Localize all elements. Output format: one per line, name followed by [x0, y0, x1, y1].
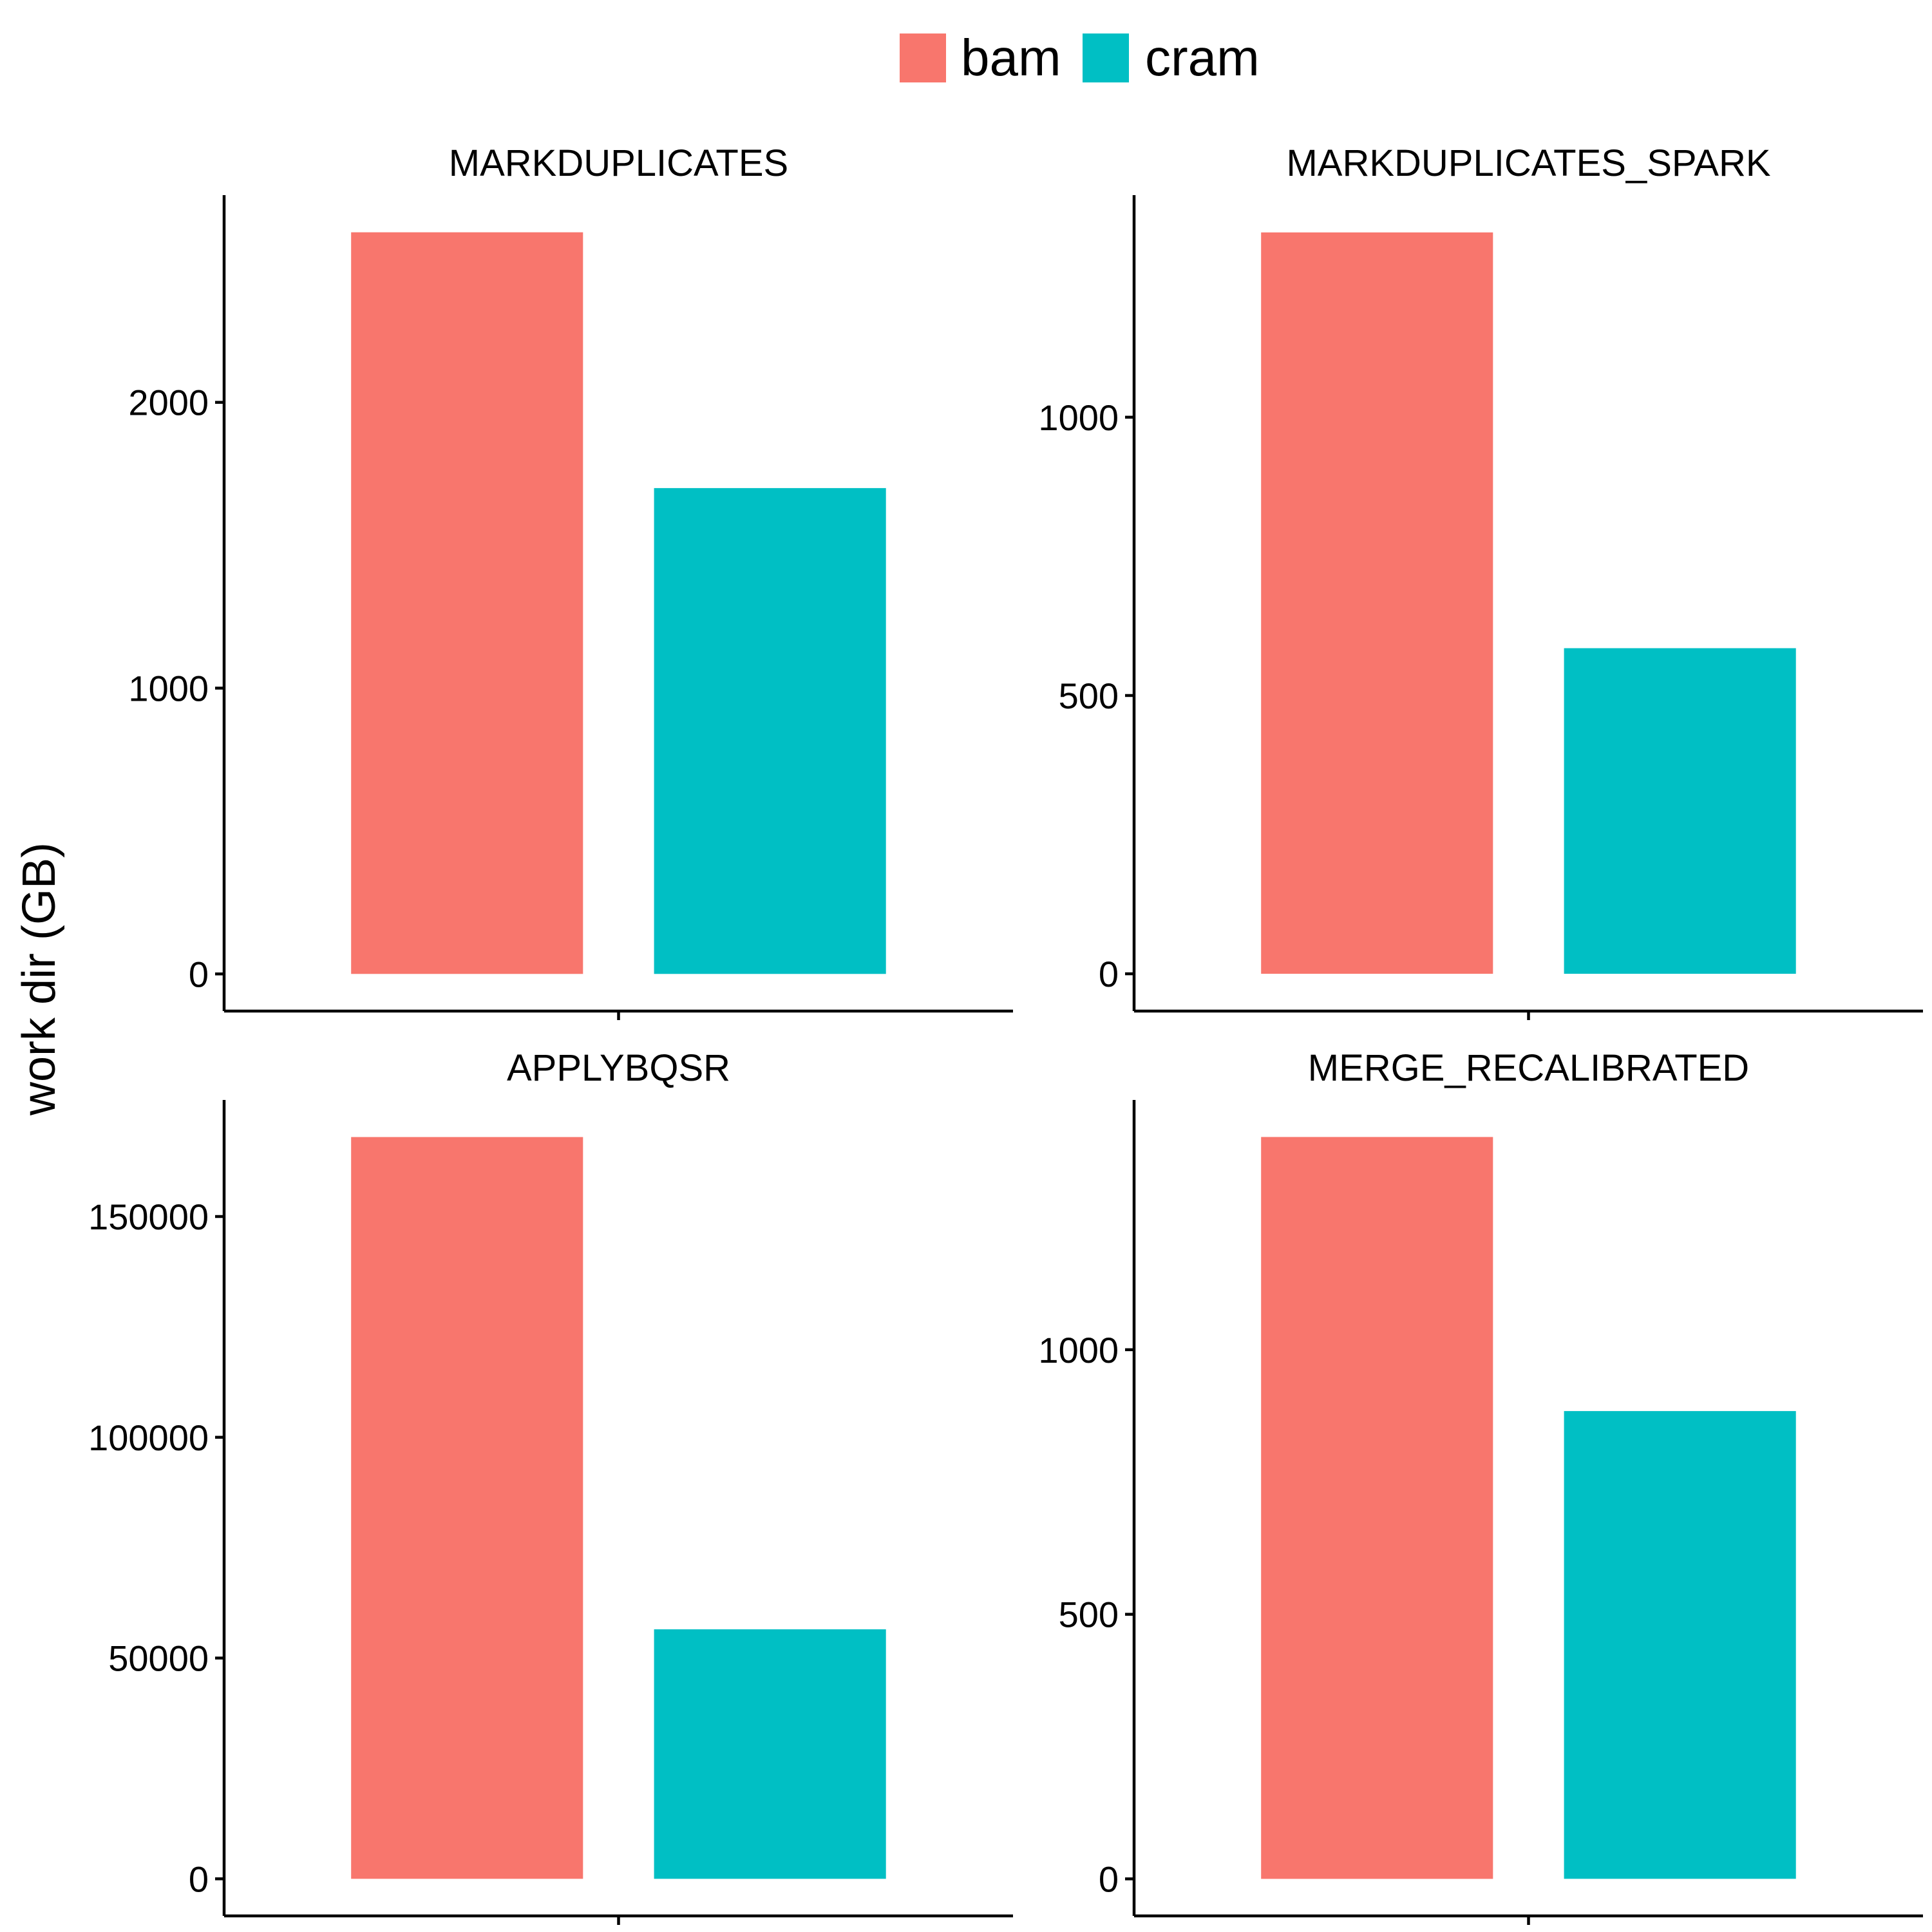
y-tick-label: 1000 [128, 668, 209, 709]
legend-swatch-bam [900, 33, 946, 82]
y-tick-label: 100000 [88, 1417, 209, 1458]
y-tick-label: 0 [1099, 1859, 1119, 1899]
bar-bam [1261, 232, 1493, 974]
y-tick-label: 500 [1059, 676, 1119, 716]
legend-swatch-cram [1083, 33, 1129, 82]
bar-bam [351, 232, 583, 974]
y-tick-label: 1000 [1038, 397, 1119, 438]
legend-label-cram: cram [1145, 29, 1260, 86]
bar-bam [1261, 1137, 1493, 1879]
panel-title: MARKDUPLICATES_SPARK [1286, 142, 1770, 184]
y-tick-label: 2000 [128, 383, 209, 423]
bar-bam [351, 1137, 583, 1879]
bar-cram [1564, 1411, 1796, 1879]
legend: bam cram [900, 29, 1260, 86]
y-tick-label: 150000 [88, 1197, 209, 1237]
y-tick-label: 0 [189, 954, 209, 994]
panel-title: MERGE_RECALIBRATED [1308, 1047, 1749, 1089]
y-tick-label: 0 [1099, 954, 1119, 994]
y-tick-label: 500 [1059, 1595, 1119, 1635]
facet-panel-1: MARKDUPLICATES 0 1000 2000 [128, 142, 1013, 1020]
facet-panel-3: APPLYBQSR 0 50000 100000 150000 [88, 1047, 1013, 1925]
bar-cram [654, 1629, 886, 1879]
y-tick-label: 50000 [108, 1638, 209, 1679]
bar-cram [654, 488, 886, 974]
facet-panel-2: MARKDUPLICATES_SPARK 0 500 1000 [1038, 142, 1923, 1020]
facet-panel-4: MERGE_RECALIBRATED 0 500 1000 [1038, 1047, 1923, 1925]
y-tick-label: 1000 [1038, 1330, 1119, 1370]
legend-label-bam: bam [961, 29, 1061, 86]
panel-title: MARKDUPLICATES [449, 142, 788, 184]
y-axis-label: work dir (GB) [14, 842, 65, 1116]
y-tick-label: 0 [189, 1859, 209, 1899]
facet-panels: MARKDUPLICATES 0 1000 2000 MARKDUPLICATES_SP… [88, 142, 1923, 1925]
bar-cram [1564, 648, 1796, 974]
panel-title: APPLYBQSR [507, 1047, 730, 1089]
